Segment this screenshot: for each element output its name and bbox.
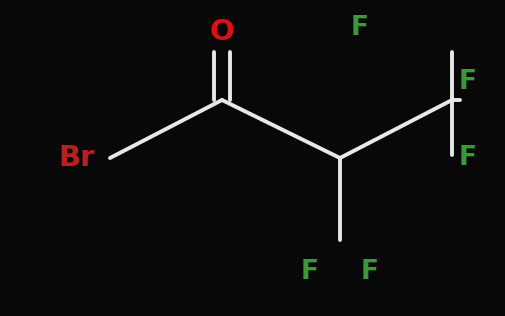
Text: O: O	[209, 18, 234, 46]
Text: F: F	[458, 69, 476, 95]
Text: F: F	[350, 15, 368, 41]
Text: F: F	[300, 259, 318, 285]
Text: F: F	[360, 259, 378, 285]
Text: Br: Br	[58, 144, 94, 172]
Text: F: F	[458, 145, 476, 171]
